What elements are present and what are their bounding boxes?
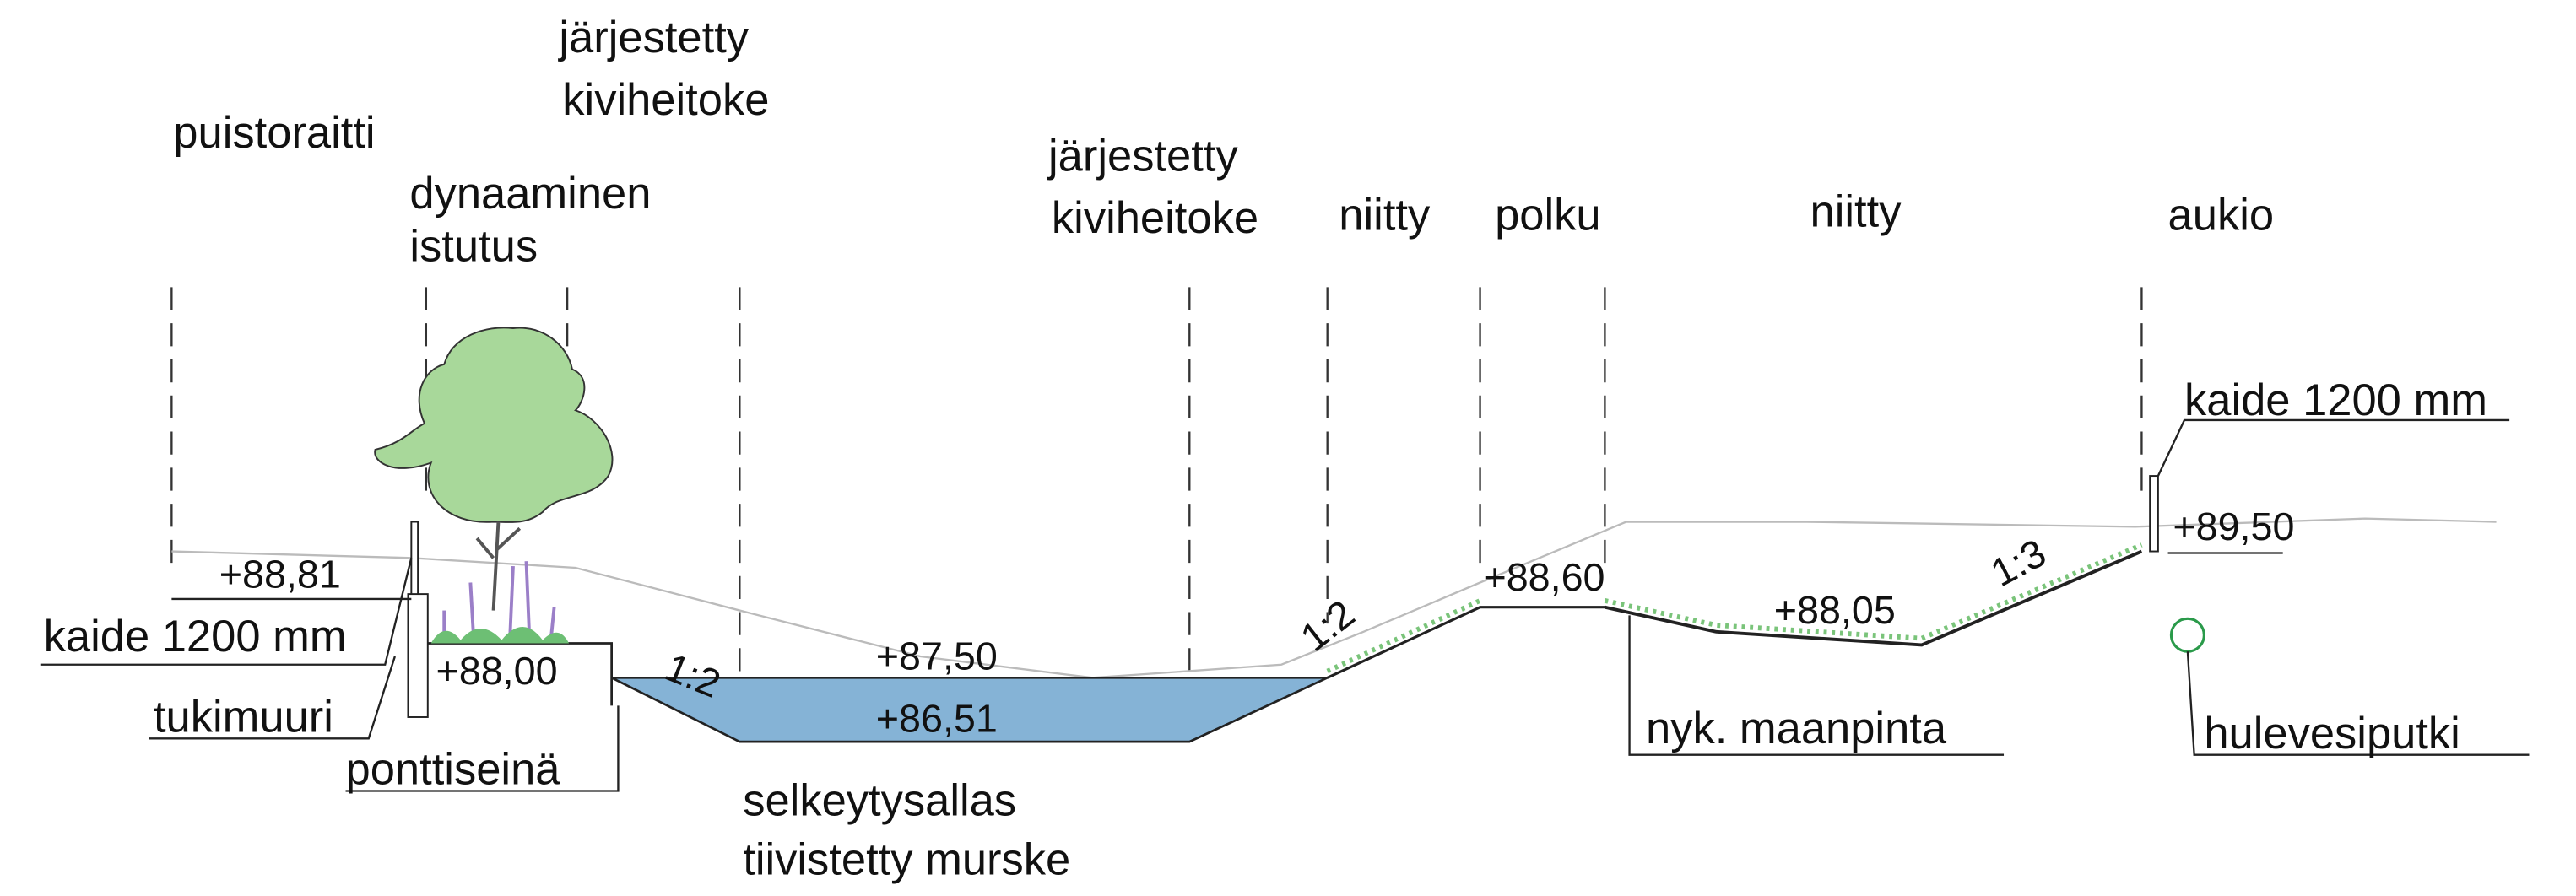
zone-label: niitty [1810, 186, 1902, 236]
retaining-wall [407, 593, 429, 718]
zone-label: niitty [1339, 190, 1431, 240]
zone-label: kiviheitoke [1052, 193, 1258, 243]
leaders [40, 418, 2530, 792]
zone-label: aukio [2168, 190, 2275, 240]
zone-label: istutus [409, 221, 538, 271]
tree [374, 327, 614, 523]
railing [2149, 475, 2159, 553]
callout: hulevesiputki [2204, 709, 2460, 758]
pond [611, 676, 1329, 743]
callout: kaide 1200 mm [44, 612, 347, 661]
callout: selkeytysallas [743, 776, 1016, 826]
callout: tiivistetty murske [743, 835, 1070, 885]
elevation: +88,60 [1483, 555, 1605, 599]
zone-label: järjestetty [557, 13, 749, 62]
meadow-grass [1326, 542, 2143, 674]
plants [442, 561, 556, 640]
elevation: +89,50 [2173, 505, 2294, 548]
zone-label: dynaaminen [409, 169, 651, 219]
zone-label: järjestetty [1047, 131, 1238, 181]
elevation: +88,81 [219, 552, 341, 596]
callout: kaide 1200 mm [2184, 375, 2487, 425]
shrubs [430, 627, 570, 644]
elevation: +88,05 [1774, 588, 1896, 632]
existing-ground [171, 517, 2497, 679]
elevation: +88,00 [436, 649, 558, 693]
slope [1327, 606, 1605, 679]
elevation: +86,51 [876, 696, 998, 740]
railing [410, 521, 419, 597]
callout: nyk. maanpinta [1646, 704, 1947, 753]
tree-trunk [475, 521, 522, 611]
stormwater-pipe [2169, 617, 2205, 653]
callout: tukimuuri [154, 692, 333, 742]
zone-label: puistoraitti [173, 108, 375, 158]
zone-label: polku [1495, 190, 1601, 240]
slope-label: 1:2 [1292, 591, 1362, 660]
elevation: +87,50 [876, 634, 998, 678]
meadow-ground [1604, 549, 2143, 647]
callout: ponttiseinä [346, 745, 561, 795]
zone-label: kiviheitoke [562, 75, 769, 125]
